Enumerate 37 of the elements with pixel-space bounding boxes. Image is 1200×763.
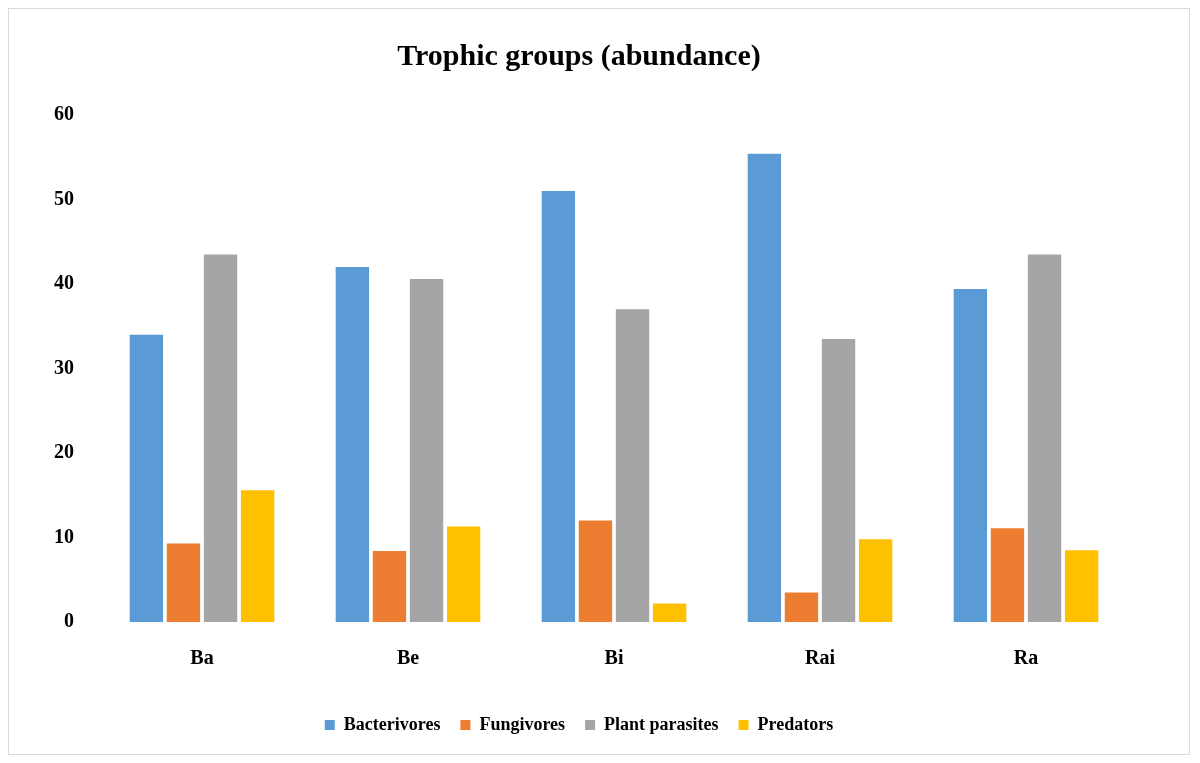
bar bbox=[409, 278, 444, 622]
y-tick-label: 20 bbox=[54, 440, 74, 463]
bar bbox=[784, 592, 819, 622]
bar bbox=[166, 543, 201, 622]
bar bbox=[652, 603, 687, 622]
x-tick-label: Be bbox=[396, 646, 420, 669]
bar bbox=[335, 267, 370, 622]
y-tick-label: 60 bbox=[54, 102, 74, 125]
bar bbox=[240, 490, 275, 622]
x-tick-label: Bi bbox=[604, 646, 624, 669]
bar bbox=[129, 334, 164, 622]
x-tick-label: Ra bbox=[1013, 646, 1039, 669]
legend-label: Bacterivores bbox=[343, 713, 441, 734]
legend-label: Plant parasites bbox=[604, 713, 719, 734]
x-tick-label: Ba bbox=[190, 646, 214, 669]
x-tick-label: Rai bbox=[805, 646, 836, 669]
bar bbox=[858, 539, 893, 622]
bar bbox=[1064, 550, 1099, 622]
y-tick-label: 30 bbox=[54, 355, 74, 378]
y-tick-label: 10 bbox=[54, 524, 74, 547]
bar bbox=[990, 528, 1025, 622]
bar bbox=[446, 526, 481, 622]
bar bbox=[203, 254, 238, 622]
bar bbox=[747, 153, 782, 622]
bar bbox=[615, 309, 650, 622]
legend-label: Fungivores bbox=[479, 713, 566, 734]
bar bbox=[372, 551, 407, 622]
y-tick-label: 50 bbox=[54, 186, 74, 209]
bar bbox=[953, 289, 988, 622]
bar bbox=[541, 191, 576, 622]
bar bbox=[1027, 254, 1062, 622]
y-tick-label: 40 bbox=[54, 271, 74, 294]
y-tick-label: 0 bbox=[64, 609, 74, 632]
bar bbox=[578, 520, 613, 622]
bar bbox=[821, 338, 856, 622]
chart-title: Trophic groups (abundance) bbox=[397, 37, 761, 72]
legend-label: Predators bbox=[757, 713, 834, 734]
